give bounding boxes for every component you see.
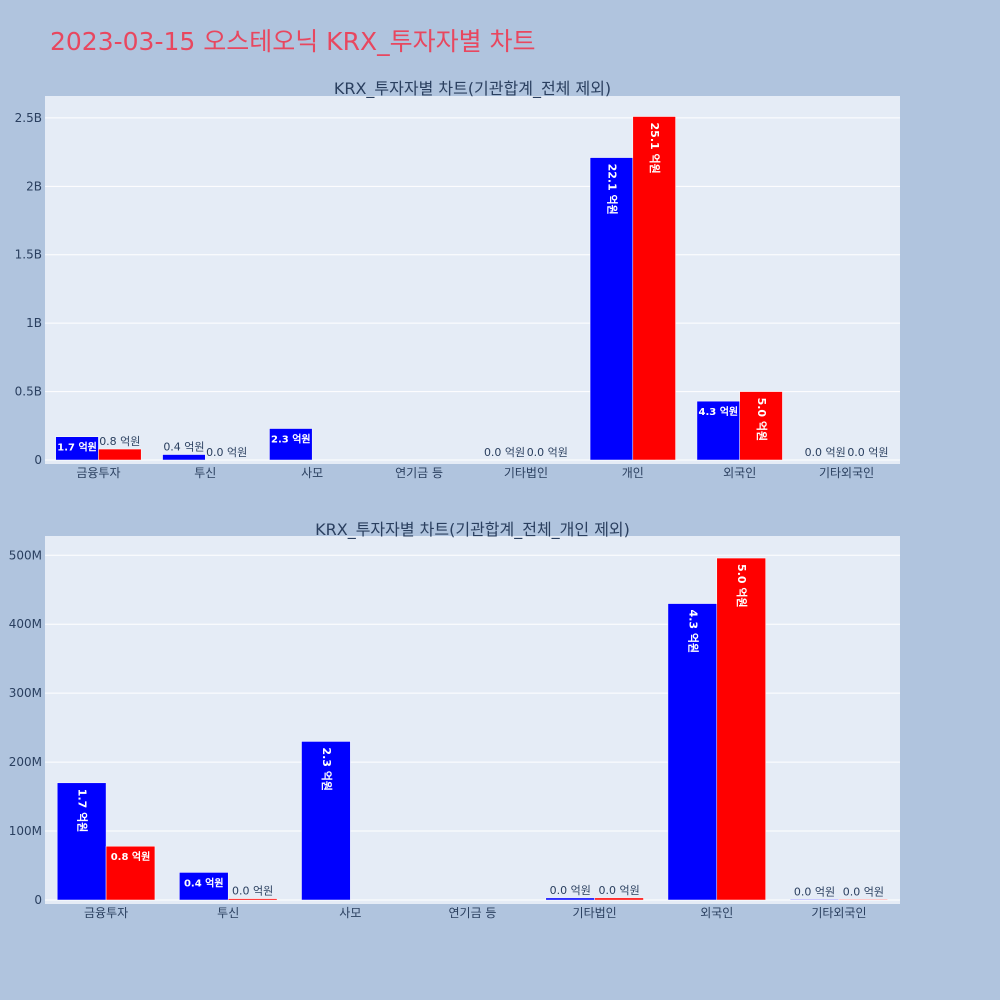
chart-2: 0 100M 200M 300M 400M 500M KRX_투자자별 차트(기관합계_전체… <box>9 520 900 920</box>
data-label: 25.1 억원 <box>648 123 662 174</box>
x-tick-label: 기타외국인 <box>811 906 866 920</box>
bar <box>227 898 278 901</box>
data-label: 0.0 억원 <box>206 446 247 459</box>
data-label: 0.0 억원 <box>527 446 568 459</box>
data-label: 0.0 억원 <box>847 446 888 459</box>
bar <box>301 741 351 901</box>
chart-1: 0 0.5B 1B 1.5B 2B 2.5B KRX_투자자별 차트(기관합계_전체 제외)… <box>15 79 900 480</box>
data-label: 1.7 억원 <box>57 441 97 454</box>
x-tick-label: 사모 <box>301 466 323 480</box>
bar <box>667 603 718 901</box>
bar <box>716 557 766 901</box>
x-tick-label: 투신 <box>194 466 216 480</box>
data-label: 2.3 억원 <box>271 433 311 446</box>
y-tick-label: 200M <box>9 755 42 769</box>
chart-title: KRX_투자자별 차트(기관합계_전체_개인 제외) <box>315 520 630 540</box>
data-label: 0.0 억원 <box>598 884 639 897</box>
x-tick-label: 외국인 <box>723 466 756 480</box>
bar <box>594 897 644 901</box>
x-tick-label: 외국인 <box>700 906 733 920</box>
bar <box>789 899 840 901</box>
page-title: 2023-03-15 오스테오닉 KRX_투자자별 차트 <box>50 27 536 56</box>
data-label: 0.4 억원 <box>184 876 224 889</box>
bar <box>55 436 99 461</box>
data-label: 5.0 억원 <box>735 564 749 608</box>
data-label: 1.7 억원 <box>76 789 90 833</box>
x-tick-label: 기타법인 <box>504 466 548 480</box>
data-label: 0.0 억원 <box>484 446 525 459</box>
x-tick-label: 사모 <box>339 906 361 920</box>
y-tick-label: 1.5B <box>15 248 42 262</box>
y-tick-label: 100M <box>9 824 42 838</box>
plot-area <box>45 536 900 904</box>
x-tick-label: 기타법인 <box>573 906 617 920</box>
y-tick-label: 1B <box>26 316 42 330</box>
data-label: 0.0 억원 <box>550 884 591 897</box>
y-tick-label: 500M <box>9 548 42 562</box>
bar <box>105 845 156 901</box>
data-label: 4.3 억원 <box>686 610 700 654</box>
data-label: 0.0 억원 <box>794 885 835 898</box>
x-tick-label: 연기금 등 <box>449 906 497 920</box>
data-label: 0.8 억원 <box>99 435 140 448</box>
x-tick-label: 개인 <box>622 466 644 480</box>
y-tick-label: 2.5B <box>15 111 42 125</box>
chart-title: KRX_투자자별 차트(기관합계_전체 제외) <box>334 79 611 99</box>
data-label: 2.3 억원 <box>320 747 334 791</box>
bar <box>269 428 313 461</box>
y-tick-label: 0.5B <box>15 385 42 399</box>
y-tick-label: 0 <box>34 453 42 467</box>
x-tick-label: 연기금 등 <box>395 466 443 480</box>
data-label: 0.0 억원 <box>805 446 846 459</box>
x-tick-label: 기타외국인 <box>819 466 874 480</box>
bar <box>696 400 740 461</box>
x-tick-label: 금융투자 <box>76 466 120 480</box>
bar <box>838 899 889 901</box>
y-tick-label: 300M <box>9 686 42 700</box>
bar <box>98 448 142 461</box>
data-label: 4.3 억원 <box>699 405 739 418</box>
y-tick-label: 0 <box>34 893 42 907</box>
y-tick-label: 2B <box>26 179 42 193</box>
bar <box>179 872 229 901</box>
bar <box>545 897 595 901</box>
bar <box>162 454 206 461</box>
bar <box>56 782 107 901</box>
data-label: 0.0 억원 <box>232 885 273 898</box>
x-tick-label: 금융투자 <box>84 906 128 920</box>
data-label: 0.8 억원 <box>111 850 151 863</box>
data-label: 5.0 억원 <box>755 398 769 442</box>
y-tick-label: 400M <box>9 617 42 631</box>
bar <box>739 391 783 461</box>
x-tick-label: 투신 <box>217 906 239 920</box>
data-label: 22.1 억원 <box>605 164 619 215</box>
data-label: 0.0 억원 <box>843 885 884 898</box>
bar <box>632 116 676 461</box>
data-label: 0.4 억원 <box>163 441 204 454</box>
